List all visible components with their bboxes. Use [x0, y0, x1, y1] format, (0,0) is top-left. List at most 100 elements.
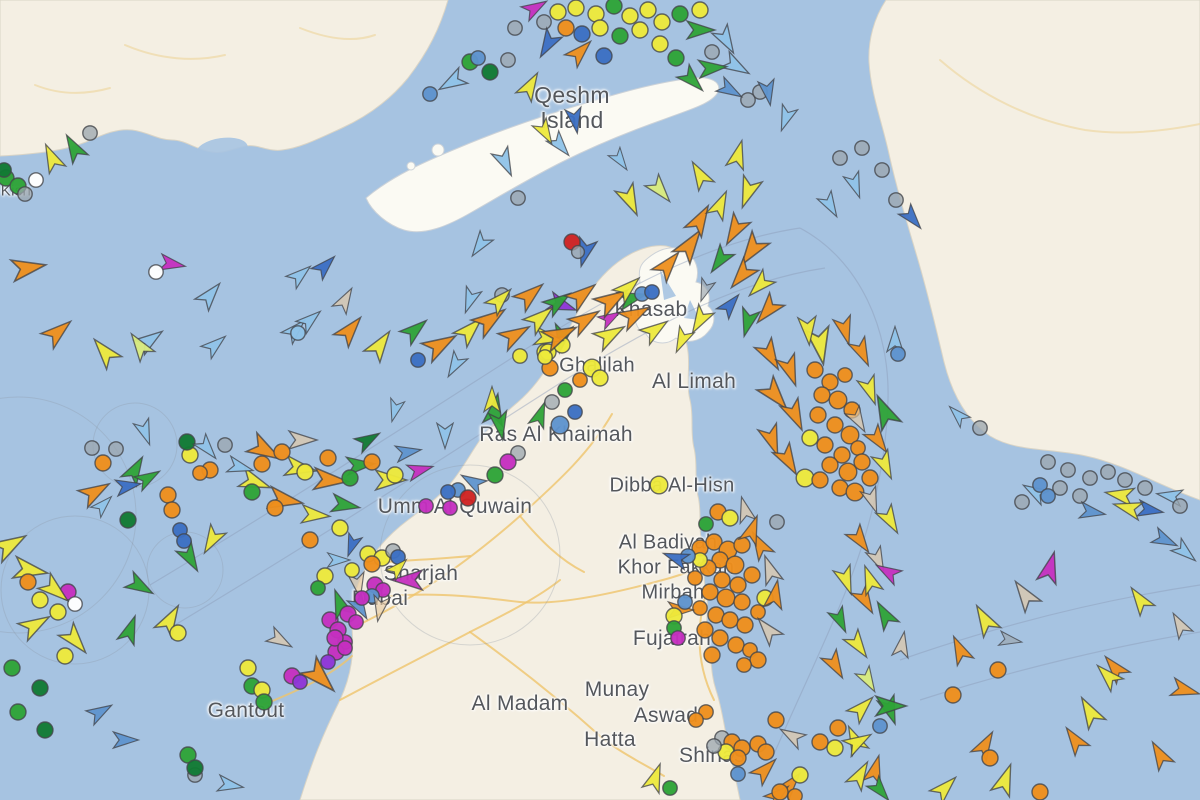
vessel-arrow-marker[interactable]	[418, 327, 461, 365]
vessel-circle-marker[interactable]	[442, 500, 458, 516]
vessel-circle-marker[interactable]	[743, 566, 761, 584]
vessel-arrow-marker[interactable]	[385, 396, 406, 424]
vessel-arrow-marker[interactable]	[263, 625, 296, 654]
vessel-circle-marker[interactable]	[670, 630, 686, 646]
vessel-arrow-marker[interactable]	[612, 180, 646, 219]
vessel-arrow-marker[interactable]	[927, 771, 962, 800]
vessel-circle-marker[interactable]	[811, 471, 829, 489]
vessel-arrow-marker[interactable]	[861, 422, 894, 457]
vessel-arrow-marker[interactable]	[724, 255, 762, 294]
vessel-circle-marker[interactable]	[422, 86, 438, 102]
vessel-arrow-marker[interactable]	[520, 300, 559, 338]
vessel-circle-marker[interactable]	[671, 5, 689, 23]
vessel-arrow-marker[interactable]	[131, 416, 157, 447]
vessel-arrow-marker[interactable]	[818, 647, 851, 682]
vessel-circle-marker[interactable]	[536, 14, 552, 30]
vessel-arrow-marker[interactable]	[131, 464, 164, 493]
vessel-arrow-marker[interactable]	[192, 278, 227, 313]
vessel-circle-marker[interactable]	[729, 749, 747, 767]
vessel-arrow-marker[interactable]	[111, 730, 141, 750]
vessel-circle-marker[interactable]	[703, 646, 721, 664]
vessel-circle-marker[interactable]	[611, 27, 629, 45]
vessel-circle-marker[interactable]	[292, 674, 308, 690]
vessel-circle-marker[interactable]	[890, 346, 906, 362]
vessel-arrow-marker[interactable]	[458, 284, 484, 315]
vessel-arrow-marker[interactable]	[685, 19, 718, 41]
vessel-arrow-marker[interactable]	[709, 22, 742, 57]
vessel-circle-marker[interactable]	[9, 703, 27, 721]
vessel-arrow-marker[interactable]	[87, 333, 125, 372]
vessel-circle-marker[interactable]	[740, 92, 756, 108]
vessel-arrow-marker[interactable]	[682, 201, 717, 240]
vessel-arrow-marker[interactable]	[997, 629, 1024, 649]
vessel-circle-marker[interactable]	[944, 686, 962, 704]
vessel-arrow-marker[interactable]	[55, 620, 93, 659]
vessel-arrow-marker[interactable]	[351, 426, 384, 455]
vessel-arrow-marker[interactable]	[1168, 676, 1200, 703]
vessel-arrow-marker[interactable]	[737, 513, 765, 548]
vessel-arrow-marker[interactable]	[299, 503, 333, 525]
vessel-circle-marker[interactable]	[850, 440, 866, 456]
vessel-circle-marker[interactable]	[320, 654, 336, 670]
vessel-arrow-marker[interactable]	[435, 65, 470, 98]
vessel-circle-marker[interactable]	[94, 454, 112, 472]
vessel-circle-marker[interactable]	[705, 533, 723, 551]
vessel-circle-marker[interactable]	[537, 349, 553, 365]
vessel-circle-marker[interactable]	[163, 501, 181, 519]
vessel-circle-marker[interactable]	[711, 629, 729, 647]
vessel-circle-marker[interactable]	[749, 651, 767, 669]
vessel-arrow-marker[interactable]	[533, 26, 565, 61]
vessel-arrow-marker[interactable]	[1091, 659, 1126, 694]
vessel-arrow-marker[interactable]	[538, 318, 581, 354]
vessel-arrow-marker[interactable]	[615, 299, 654, 333]
vessel-circle-marker[interactable]	[1117, 472, 1133, 488]
vessel-arrow-marker[interactable]	[694, 276, 717, 304]
vessel-arrow-marker[interactable]	[38, 314, 77, 352]
vessel-circle-marker[interactable]	[363, 555, 381, 573]
vessel-arrow-marker[interactable]	[518, 0, 551, 23]
vessel-circle-marker[interactable]	[874, 162, 890, 178]
vessel-circle-marker[interactable]	[239, 659, 257, 677]
vessel-arrow-marker[interactable]	[1073, 693, 1108, 732]
vessel-arrow-marker[interactable]	[1135, 498, 1166, 520]
vessel-arrow-marker[interactable]	[197, 522, 229, 557]
vessel-circle-marker[interactable]	[19, 573, 37, 591]
vessel-arrow-marker[interactable]	[441, 348, 470, 381]
vessel-arrow-marker[interactable]	[215, 773, 246, 795]
vessel-circle-marker[interactable]	[1031, 783, 1049, 800]
vessel-circle-marker[interactable]	[28, 172, 44, 188]
vessel-circle-marker[interactable]	[108, 441, 124, 457]
vessel-arrow-marker[interactable]	[330, 311, 368, 350]
vessel-circle-marker[interactable]	[662, 780, 678, 796]
vessel-circle-marker[interactable]	[549, 3, 567, 21]
vessel-arrow-marker[interactable]	[796, 314, 818, 348]
vessel-arrow-marker[interactable]	[157, 252, 188, 274]
vessel-circle-marker[interactable]	[861, 469, 879, 487]
vessel-circle-marker[interactable]	[829, 719, 847, 737]
vessel-arrow-marker[interactable]	[8, 254, 49, 284]
vessel-arrow-marker[interactable]	[513, 69, 546, 104]
vessel-circle-marker[interactable]	[989, 661, 1007, 679]
vessel-circle-marker[interactable]	[67, 596, 83, 612]
vessel-arrow-marker[interactable]	[544, 128, 575, 161]
vessel-arrow-marker[interactable]	[988, 761, 1020, 800]
vessel-arrow-marker[interactable]	[309, 251, 340, 282]
vessel-arrow-marker[interactable]	[75, 475, 115, 510]
vessel-arrow-marker[interactable]	[846, 334, 876, 369]
vessel-circle-marker[interactable]	[266, 499, 284, 517]
vessel-arrow-marker[interactable]	[713, 75, 746, 104]
vessel-circle-marker[interactable]	[499, 453, 517, 471]
vessel-circle-marker[interactable]	[31, 591, 49, 609]
vessel-circle-marker[interactable]	[410, 352, 426, 368]
vessel-arrow-marker[interactable]	[640, 761, 668, 796]
vessel-arrow-marker[interactable]	[756, 77, 778, 108]
vessel-arrow-marker[interactable]	[1168, 536, 1200, 567]
vessel-circle-marker[interactable]	[801, 429, 819, 447]
vessel-circle-marker[interactable]	[649, 475, 669, 495]
vessel-arrow-marker[interactable]	[946, 633, 976, 668]
vessel-arrow-marker[interactable]	[718, 210, 753, 250]
vessel-arrow-marker[interactable]	[733, 228, 773, 271]
vessel-arrow-marker[interactable]	[297, 654, 342, 699]
vessel-circle-marker[interactable]	[344, 562, 360, 578]
vessel-circle-marker[interactable]	[296, 463, 314, 481]
